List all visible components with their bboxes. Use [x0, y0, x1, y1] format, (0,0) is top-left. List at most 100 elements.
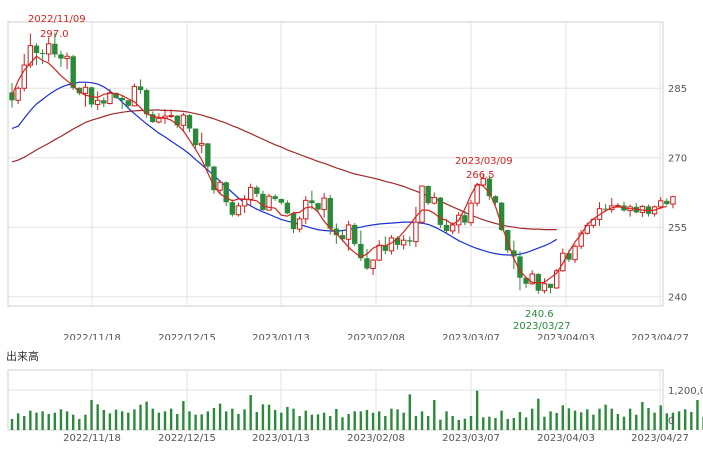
candle [125, 100, 131, 110]
volume-bar [390, 408, 393, 430]
volume-bar [249, 395, 252, 430]
price-x-axis-labels: 2022/11/18 2022/12/15 2023/01/13 2023/02/08… [63, 333, 689, 340]
candle [21, 53, 27, 92]
volume-bar [176, 414, 179, 430]
candle-body [27, 45, 34, 66]
candle-body [498, 202, 505, 231]
volume-x-tick-label: 2023/02/08 [347, 433, 405, 444]
volume-bar [537, 398, 540, 430]
volume-bar [586, 409, 589, 430]
volume-bar [439, 419, 442, 430]
candle-body [394, 237, 401, 245]
candle [199, 132, 205, 154]
candle [419, 185, 425, 224]
volume-bar [261, 404, 265, 430]
candle-body [370, 259, 376, 269]
candle [443, 218, 450, 234]
volume-bar [102, 410, 105, 430]
volume-bar [322, 412, 326, 430]
volume-x-tick-label: 2022/12/15 [158, 433, 216, 444]
candle [315, 202, 321, 212]
candle-body [290, 213, 297, 230]
ma-medium-line [11, 81, 558, 256]
candle-body [560, 252, 566, 272]
volume-bar [353, 411, 356, 430]
volume-bar [10, 419, 14, 430]
candle-body [82, 86, 89, 94]
price-x-tick-label: 2023/01/13 [252, 333, 310, 340]
candle-body [143, 90, 150, 115]
volume-bar [255, 412, 258, 430]
price-y-tick-label: 255 [668, 223, 687, 234]
volume-bar [23, 416, 26, 430]
candle-body [94, 99, 101, 105]
candle [223, 181, 229, 206]
candle [370, 259, 376, 275]
candle-body [205, 143, 211, 167]
candle [523, 276, 529, 288]
volume-y-axis-labels: 1,200,0 0 [668, 386, 703, 427]
candle-body [21, 64, 27, 89]
candle-body [553, 270, 560, 289]
candle [272, 194, 278, 201]
volume-chart: 1,200,00 2022/11/18 2022/12/15 2023/01/13 2… [7, 369, 703, 444]
candle-body [480, 178, 486, 186]
candle-body [364, 258, 370, 269]
candle [64, 52, 70, 70]
volume-bar [96, 404, 99, 430]
volume-bar [592, 414, 595, 430]
volume-y-tick-label: 0 [668, 416, 674, 427]
volume-bar [690, 412, 693, 430]
candle-body [321, 197, 327, 211]
volume-bar [488, 416, 491, 430]
candle [303, 196, 309, 224]
volume-bar [604, 404, 607, 430]
candle-body [572, 245, 578, 261]
volume-bar [433, 400, 436, 430]
volume-bar [329, 416, 332, 430]
candle [52, 32, 58, 58]
candle [278, 198, 284, 205]
candle-body [247, 186, 254, 200]
candle [456, 211, 462, 234]
volume-bar [108, 413, 112, 430]
volume-bar [457, 420, 460, 430]
annotation-date: 2023/03/27 [513, 321, 571, 332]
candle [27, 33, 34, 68]
volume-bar [671, 412, 675, 430]
volume-bar [635, 414, 638, 430]
volume-bar [549, 411, 552, 430]
volume-bar [506, 419, 509, 430]
candle [437, 197, 444, 229]
candle-body [70, 56, 76, 88]
candle [192, 128, 199, 149]
candle [609, 198, 615, 213]
candle [633, 203, 639, 214]
volume-bar [684, 409, 687, 430]
candle [33, 43, 40, 66]
volume-bar [194, 414, 197, 430]
volume-x-tick-label: 2022/11/18 [63, 433, 121, 444]
volume-bar [304, 410, 307, 430]
volume-bar [163, 411, 167, 430]
candle-body [15, 87, 21, 101]
volume-bar [567, 408, 571, 430]
candle-body [284, 202, 291, 214]
price-grid [7, 21, 664, 307]
candle [425, 185, 431, 205]
volume-bar [120, 411, 124, 430]
volume-bar [157, 412, 161, 430]
candle-body [468, 202, 474, 224]
candle-body [376, 244, 382, 261]
candle-body [462, 215, 468, 223]
volume-bar [225, 411, 228, 430]
candle [474, 183, 480, 207]
volume-bar [169, 408, 173, 430]
candle-body [529, 273, 535, 285]
candle [174, 115, 180, 129]
volume-bar [426, 416, 430, 430]
volume-bar [145, 401, 148, 430]
volume-bar [139, 404, 142, 430]
candle-body [664, 200, 670, 205]
